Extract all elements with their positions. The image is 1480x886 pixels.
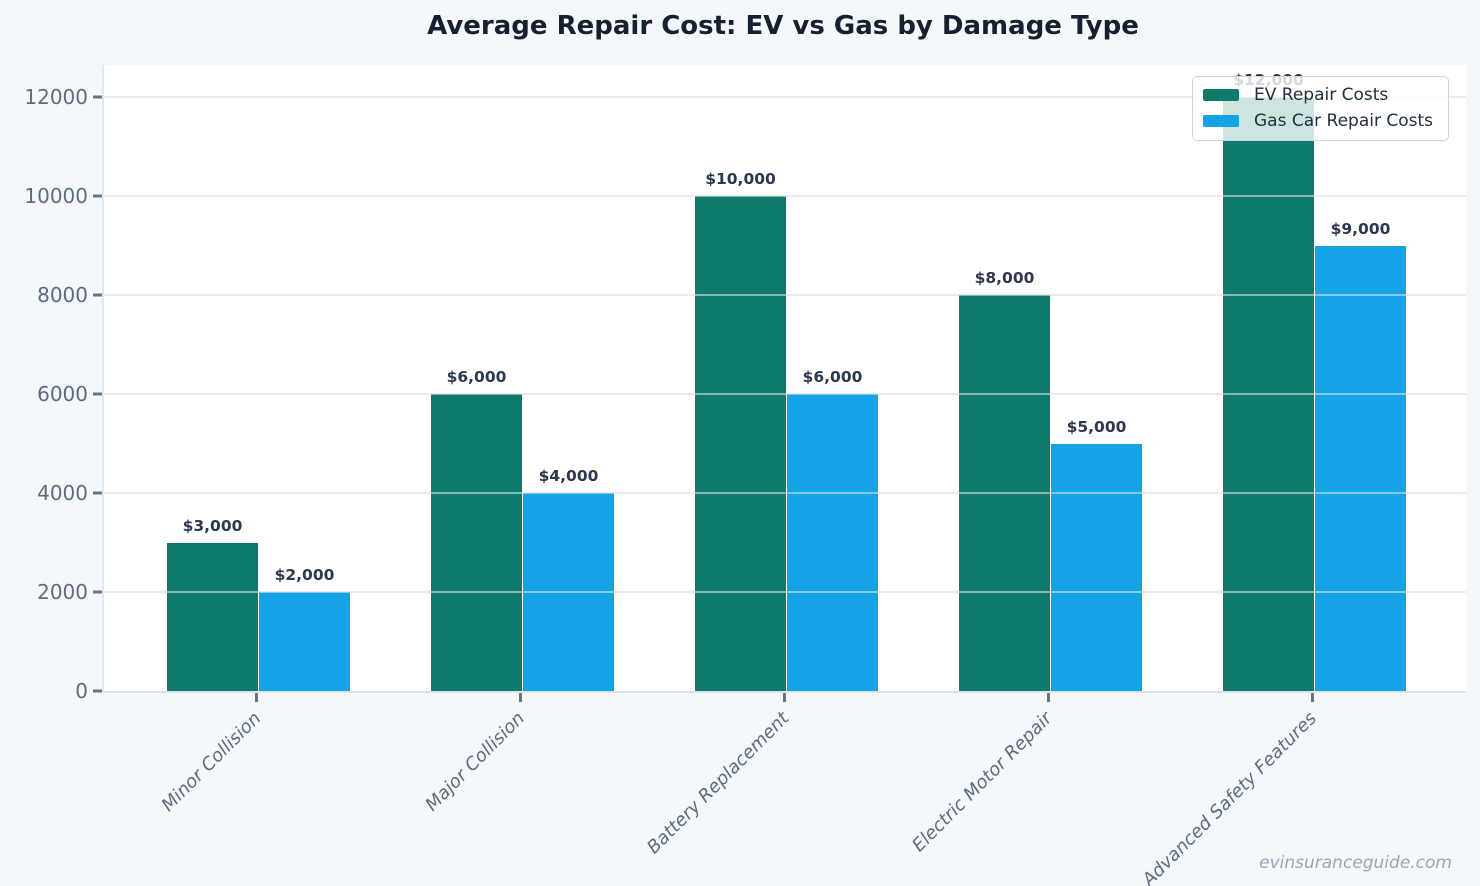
x-axis-label-text: Major Collision xyxy=(421,708,529,816)
bar-gas-advanced-safety-features xyxy=(1315,245,1406,691)
bar-value-label-ev-minor-collision: $3,000 xyxy=(182,516,243,535)
ev-series-swatch xyxy=(1203,89,1239,101)
bar-value-label-ev-electric-motor-repair: $8,000 xyxy=(974,269,1035,288)
bar-value-label-gas-major-collision: $4,000 xyxy=(538,467,599,486)
x-axis-label-text: Minor Collision xyxy=(157,708,265,816)
bar-gas-battery-replacement xyxy=(787,394,878,691)
y-tick-mark xyxy=(93,491,102,495)
x-axis-label-text: Battery Replacement xyxy=(642,708,793,859)
y-tick-mark xyxy=(93,95,102,99)
bar-value-label-gas-electric-motor-repair: $5,000 xyxy=(1066,417,1127,436)
y-tick-label: 4000 xyxy=(37,481,88,506)
y-tick-label: 6000 xyxy=(37,382,88,407)
y-tick-mark xyxy=(93,293,102,297)
bar-ev-major-collision xyxy=(431,394,522,691)
x-tick-mark xyxy=(255,693,258,702)
x-axis-label-text: Electric Motor Repair xyxy=(908,708,1057,857)
bar-value-label-gas-advanced-safety-features: $9,000 xyxy=(1330,219,1391,238)
bar-ev-minor-collision xyxy=(167,542,258,691)
bar-gas-minor-collision xyxy=(259,592,350,691)
bar-value-label-ev-major-collision: $6,000 xyxy=(446,368,507,387)
y-tick-label: 10000 xyxy=(24,184,88,209)
y-tick-label: 2000 xyxy=(37,580,88,605)
x-tick-mark xyxy=(519,693,522,702)
y-tick-mark xyxy=(93,392,102,396)
bar-value-label-gas-battery-replacement: $6,000 xyxy=(802,368,863,387)
watermark: evinsuranceguide.com xyxy=(1259,853,1452,873)
y-tick-mark xyxy=(93,194,102,198)
x-tick-mark xyxy=(783,693,786,702)
bar-ev-battery-replacement xyxy=(695,196,786,691)
y-tick-mark xyxy=(93,689,102,693)
gridline-8000 xyxy=(104,294,1466,297)
y-tick-label: 12000 xyxy=(24,85,88,110)
chart-title: Average Repair Cost: EV vs Gas by Damage… xyxy=(427,11,1139,41)
gridline-12000 xyxy=(104,96,1466,99)
gridline-10000 xyxy=(104,195,1466,198)
legend-item-gas: Gas Car Repair Costs xyxy=(1203,111,1433,131)
gridline-2000 xyxy=(104,591,1466,594)
x-tick-mark xyxy=(1311,693,1314,702)
plot-area: $3,000 $2,000 $6,000 $4,000 $10,000 $6,000 $8,… xyxy=(102,65,1466,693)
bar-value-label-gas-minor-collision: $2,000 xyxy=(274,566,335,585)
gridline-6000 xyxy=(104,393,1466,396)
gas-series-swatch xyxy=(1203,115,1239,127)
legend-label-ev: EV Repair Costs xyxy=(1254,85,1389,105)
bar-value-label-ev-battery-replacement: $10,000 xyxy=(705,170,776,189)
x-tick-mark xyxy=(1047,693,1050,702)
legend: EV Repair Costs Gas Car Repair Costs xyxy=(1192,76,1450,141)
y-tick-label: 0 xyxy=(75,679,88,703)
bar-gas-electric-motor-repair xyxy=(1051,443,1142,691)
legend-label-gas: Gas Car Repair Costs xyxy=(1254,111,1434,131)
y-tick-mark xyxy=(93,590,102,594)
gridline-4000 xyxy=(104,492,1466,495)
legend-item-ev: EV Repair Costs xyxy=(1203,85,1433,105)
y-tick-label: 8000 xyxy=(37,283,88,308)
